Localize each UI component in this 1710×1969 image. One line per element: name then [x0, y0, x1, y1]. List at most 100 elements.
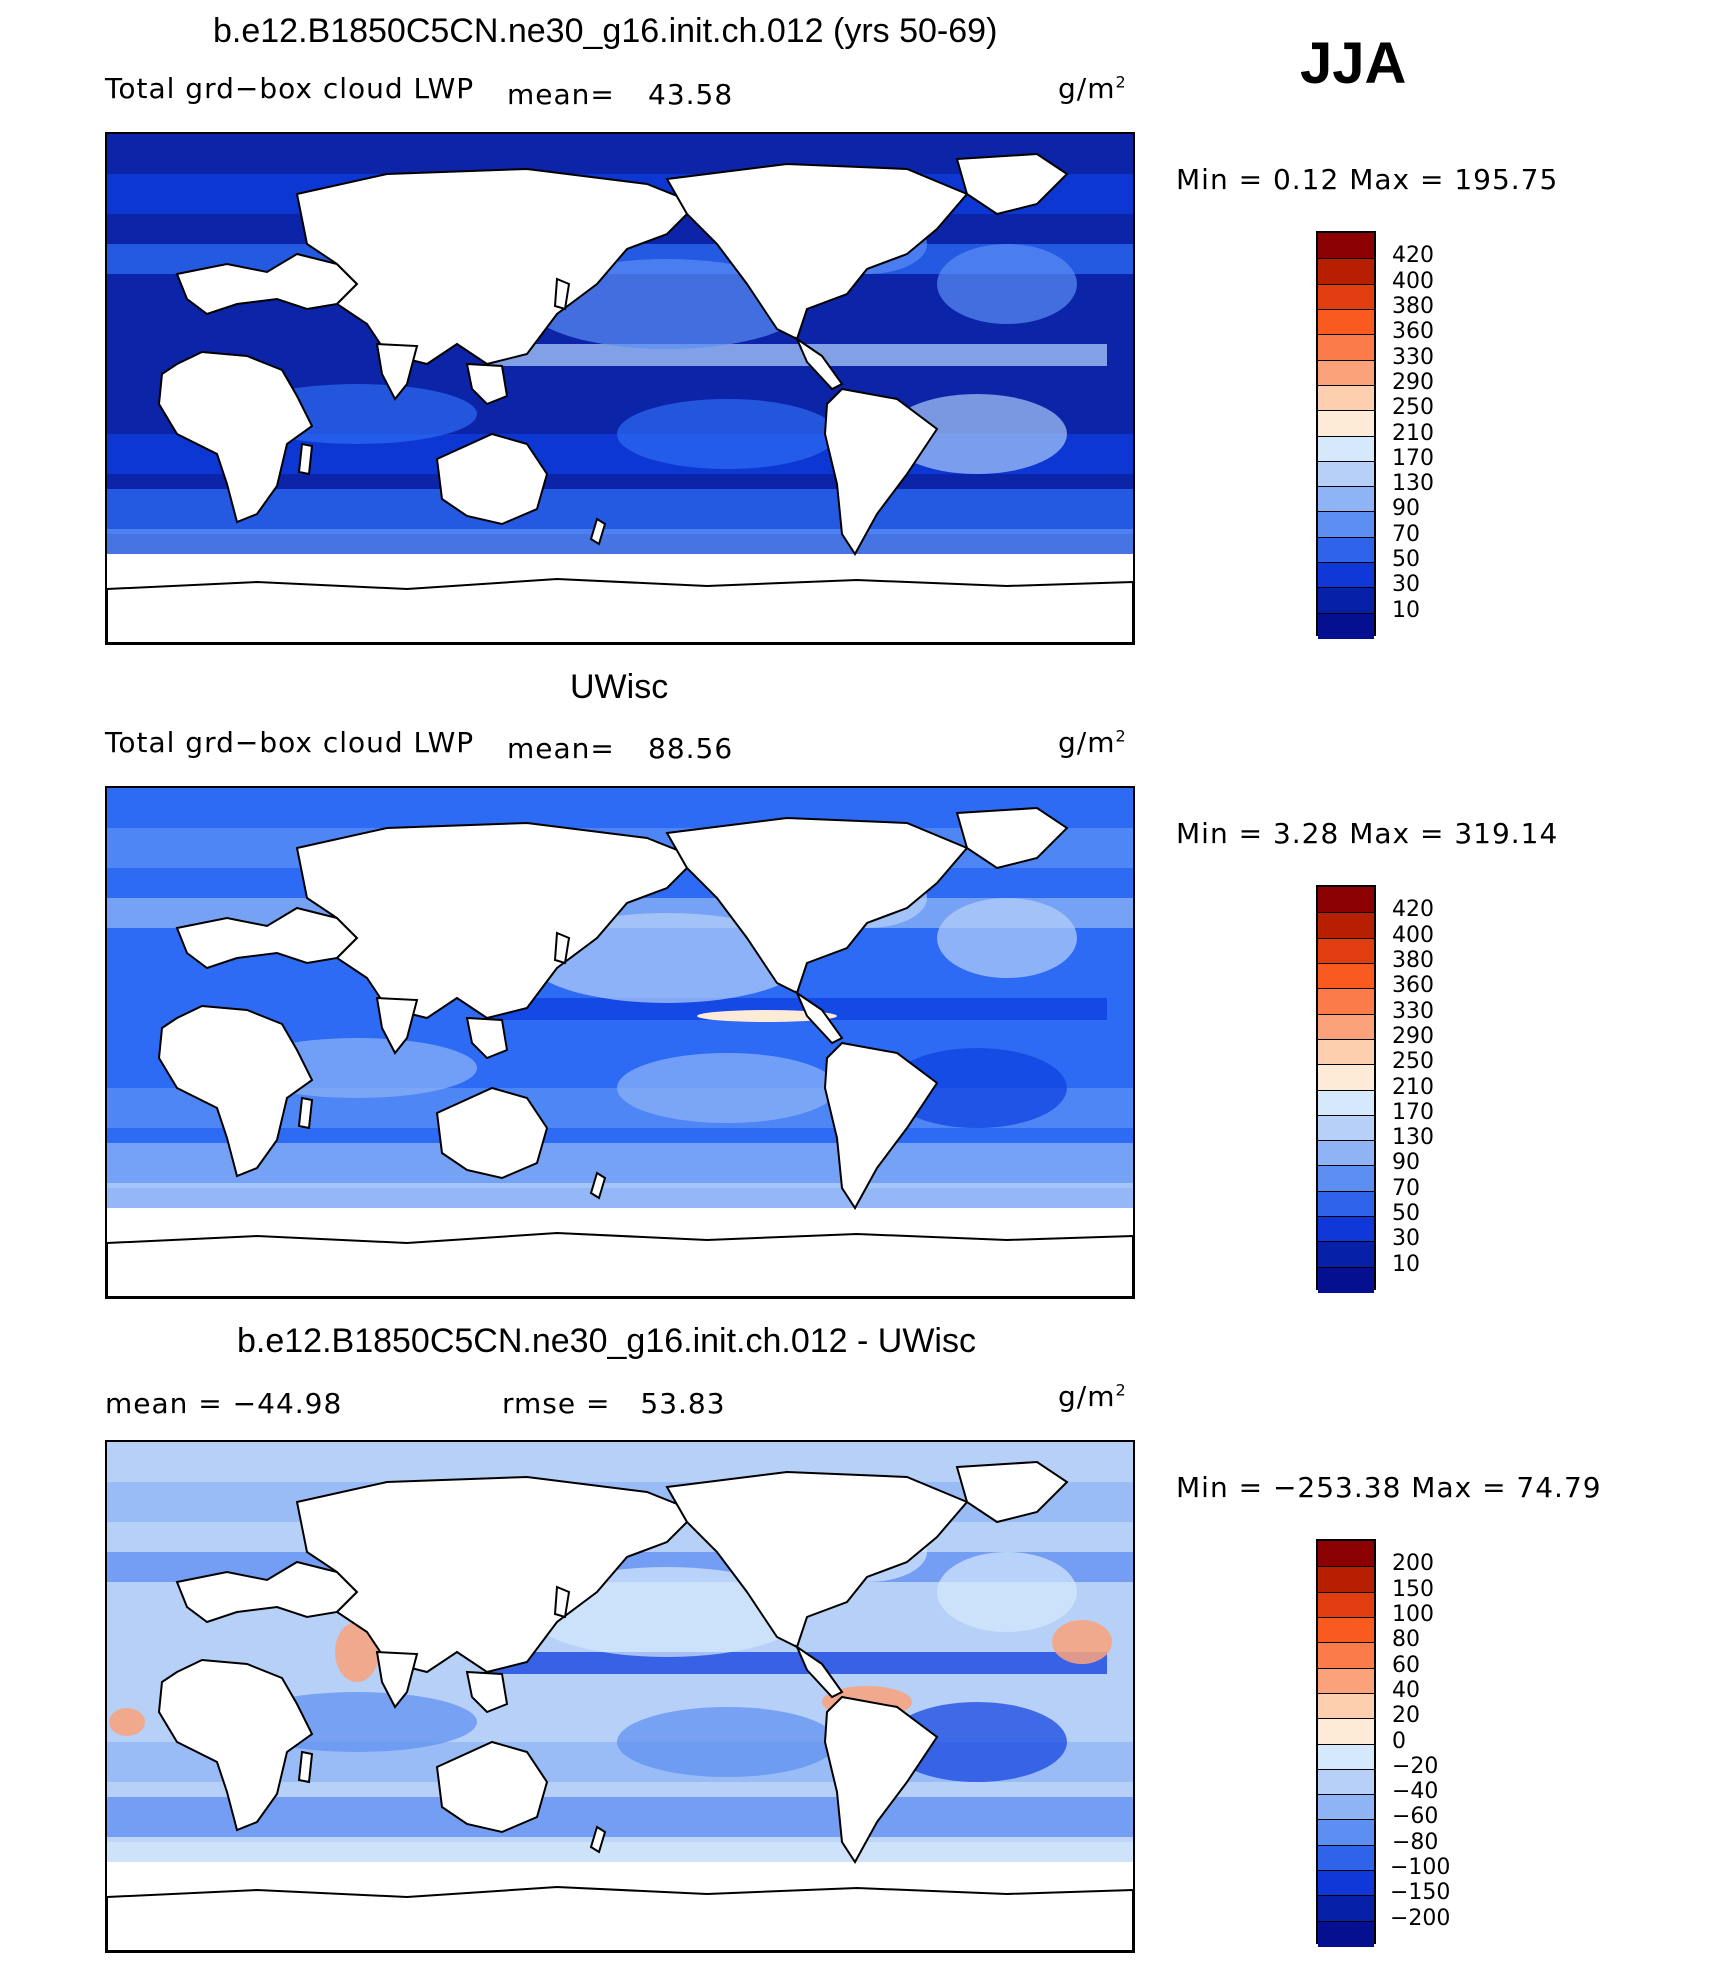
- colorbar-label: 50: [1392, 547, 1420, 573]
- colorbar-label: 380: [1392, 947, 1434, 973]
- panel-2-map-svg: [107, 788, 1133, 1297]
- colorbar-label: 330: [1392, 998, 1434, 1024]
- colorbar-label: −100: [1390, 1855, 1451, 1881]
- land-outline: [297, 1096, 314, 1130]
- land-outline: [435, 1086, 549, 1180]
- colorbar-label: 50: [1392, 1201, 1420, 1227]
- colorbar-segment: [1318, 1013, 1374, 1040]
- panel-2-minmax: Min = 3.28 Max = 319.14: [1176, 817, 1559, 850]
- colorbar-segment: [1318, 1616, 1374, 1644]
- colorbar-segment: [1318, 1089, 1374, 1116]
- colorbar-label: 210: [1392, 420, 1434, 446]
- land-outline: [955, 1460, 1069, 1524]
- panel-3-rmse: rmse = 53.83: [502, 1387, 726, 1420]
- land-outline: [823, 1695, 939, 1864]
- positive-anomaly: [1052, 1620, 1112, 1664]
- colorbar-segment: [1318, 536, 1374, 564]
- land-outline: [665, 816, 969, 995]
- panel-3-mean: mean = −44.98: [105, 1387, 343, 1420]
- colorbar-segment: [1318, 1920, 1374, 1947]
- colorbar-segment: [1318, 1241, 1374, 1268]
- panel-1-map: [105, 132, 1135, 645]
- contour-blob: [937, 244, 1077, 324]
- colorbar-segment: [1318, 359, 1374, 386]
- land-outline: [157, 1658, 314, 1832]
- contour-band: [107, 1183, 1133, 1208]
- land-outline: [107, 1231, 1133, 1297]
- land-outline: [465, 1016, 509, 1060]
- colorbar-segment: [1318, 460, 1374, 488]
- panel-3-title: b.e12.B1850C5CN.ne30_g16.init.ch.012 - U…: [237, 1322, 976, 1360]
- land-outline: [823, 1041, 939, 1210]
- colorbar-label: 40: [1392, 1677, 1420, 1703]
- land-outline: [297, 442, 314, 476]
- panel-2-units: g/m2: [1058, 726, 1127, 759]
- positive-anomaly: [335, 1622, 379, 1682]
- land-outline: [375, 996, 419, 1055]
- colorbar-label: 200: [1392, 1551, 1434, 1577]
- colorbar-label: 360: [1392, 319, 1434, 345]
- colorbar-segment: [1318, 587, 1374, 614]
- panel-1-title: b.e12.B1850C5CN.ne30_g16.init.ch.012 (yr…: [213, 12, 998, 50]
- colorbar-segment: [1318, 1216, 1374, 1243]
- colorbar-label: 290: [1392, 1023, 1434, 1049]
- land-outline: [665, 162, 969, 341]
- colorbar-label: 70: [1392, 521, 1420, 547]
- panel-2-mean-value: 88.56: [648, 732, 734, 765]
- land-outline: [794, 1644, 844, 1699]
- land-outline: [589, 1825, 607, 1854]
- colorbar-label: 290: [1392, 369, 1434, 395]
- land-outline: [157, 350, 314, 524]
- colorbar-label: 20: [1392, 1703, 1420, 1729]
- itcz-peak: [697, 1010, 837, 1022]
- land-outline: [553, 1585, 571, 1619]
- colorbar-segment: [1318, 308, 1374, 336]
- panel-3-map: [105, 1440, 1135, 1953]
- land-outline: [955, 152, 1069, 216]
- colorbar-label: −40: [1392, 1779, 1439, 1805]
- colorbar-segment: [1318, 1794, 1374, 1821]
- colorbar-segment: [1318, 283, 1374, 310]
- colorbar-label: 130: [1392, 471, 1434, 497]
- contour-blob: [887, 1048, 1067, 1128]
- land-outline: [553, 277, 571, 311]
- colorbar-segment: [1318, 1140, 1374, 1167]
- colorbar-segment: [1318, 435, 1374, 462]
- contour-blob: [617, 399, 837, 469]
- colorbar-label: 400: [1392, 922, 1434, 948]
- contour-blob: [937, 898, 1077, 978]
- land-outline: [794, 990, 844, 1045]
- land-outline: [107, 577, 1133, 643]
- colorbar-label: 420: [1392, 243, 1434, 269]
- colorbar-segment: [1318, 1895, 1374, 1922]
- contour-blob: [937, 1552, 1077, 1632]
- colorbar-label: 80: [1392, 1627, 1420, 1653]
- colorbar-label: 400: [1392, 268, 1434, 294]
- panel-1-map-svg: [107, 134, 1133, 643]
- colorbar-segment: [1318, 1743, 1374, 1770]
- land-outline: [375, 342, 419, 401]
- panel-1-colorbar: [1316, 231, 1376, 639]
- colorbar-segment: [1318, 1064, 1374, 1091]
- colorbar-label: 250: [1392, 395, 1434, 421]
- colorbar-segment: [1318, 912, 1374, 939]
- colorbar-segment: [1318, 1692, 1374, 1720]
- colorbar-segment: [1318, 410, 1374, 437]
- colorbar-segment: [1318, 1114, 1374, 1142]
- land-outline: [295, 167, 699, 366]
- land-outline: [295, 821, 699, 1020]
- colorbar-segment: [1318, 233, 1374, 260]
- colorbar-segment: [1318, 937, 1374, 964]
- colorbar-label: 170: [1392, 1099, 1434, 1125]
- colorbar-segment: [1318, 384, 1374, 412]
- colorbar-label: 130: [1392, 1125, 1434, 1151]
- panel-1-units: g/m2: [1058, 72, 1127, 105]
- land-outline: [435, 432, 549, 526]
- colorbar-label: 30: [1392, 572, 1420, 598]
- land-outline: [375, 1650, 419, 1709]
- panel-2-title: UWisc: [570, 668, 669, 706]
- panel-3-colorbar: [1316, 1539, 1376, 1947]
- land-outline: [823, 387, 939, 556]
- colorbar-segment: [1318, 1667, 1374, 1694]
- panel-2-map: [105, 786, 1135, 1299]
